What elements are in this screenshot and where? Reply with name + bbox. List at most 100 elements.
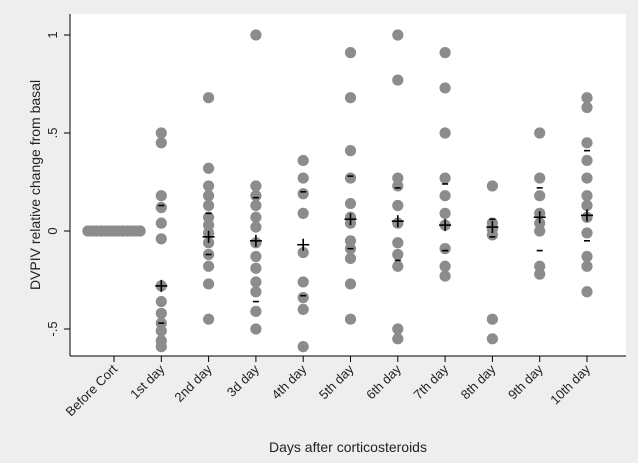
- data-point: [486, 333, 498, 345]
- data-point: [250, 29, 262, 41]
- data-point: [250, 221, 262, 233]
- data-point: [392, 29, 404, 41]
- data-point: [534, 225, 546, 237]
- data-point: [392, 248, 404, 261]
- data-point: [297, 341, 309, 353]
- data-point: [344, 313, 357, 325]
- data-point: [155, 127, 167, 139]
- data-point: [155, 325, 167, 337]
- data-point: [392, 180, 404, 192]
- data-point: [534, 260, 546, 272]
- data-point: [155, 201, 167, 214]
- y-tick-label: 0: [45, 227, 60, 234]
- data-point: [392, 333, 404, 345]
- data-point: [581, 199, 593, 212]
- data-point: [344, 145, 357, 157]
- data-point: [344, 47, 357, 59]
- data-point: [250, 276, 262, 288]
- data-point: [203, 190, 215, 202]
- data-point: [203, 219, 215, 231]
- data-point: [439, 243, 451, 255]
- data-point: [534, 127, 546, 139]
- summary-marks: [155, 149, 593, 324]
- data-point: [297, 154, 309, 167]
- data-point: [581, 286, 593, 298]
- data-point: [155, 217, 167, 229]
- data-point: [134, 225, 146, 237]
- data-point: [439, 82, 451, 94]
- y-tick-label: -.5: [45, 321, 60, 336]
- data-point: [534, 268, 546, 280]
- data-point: [250, 180, 262, 192]
- data-point: [297, 207, 309, 219]
- data-point: [439, 127, 451, 139]
- data-point: [155, 341, 167, 353]
- data-point: [439, 190, 451, 202]
- data-point: [392, 172, 404, 184]
- data-point: [581, 260, 593, 272]
- data-point: [155, 233, 167, 245]
- data-point: [344, 252, 357, 265]
- data-point: [439, 260, 451, 272]
- data-point: [581, 250, 593, 263]
- data-point: [297, 292, 309, 304]
- data-point: [250, 286, 262, 298]
- data-point: [392, 260, 404, 272]
- data-point: [203, 278, 215, 290]
- data-point: [439, 207, 451, 219]
- data-point: [392, 323, 404, 335]
- data-point: [486, 313, 498, 325]
- data-point: [297, 188, 309, 200]
- data-point: [486, 180, 498, 192]
- data-point: [250, 199, 262, 212]
- data-point: [203, 162, 215, 174]
- data-point: [250, 305, 262, 317]
- data-point: [155, 295, 167, 308]
- data-point: [344, 235, 357, 247]
- data-point: [581, 92, 593, 104]
- data-point: [250, 250, 262, 263]
- data-point: [581, 154, 593, 167]
- plot-area: [70, 14, 626, 356]
- y-tick-label: .5: [45, 128, 60, 139]
- data-point: [155, 190, 167, 202]
- data-point: [250, 262, 262, 274]
- data-point: [344, 92, 357, 104]
- data-point: [344, 197, 357, 210]
- data-point: [203, 180, 215, 192]
- data-point: [486, 229, 498, 241]
- data-points: [82, 29, 593, 353]
- data-point: [203, 260, 215, 272]
- data-point: [392, 237, 404, 249]
- data-point: [155, 137, 167, 149]
- data-point: [297, 246, 309, 259]
- data-point: [203, 199, 215, 212]
- data-point: [344, 278, 357, 290]
- data-point: [203, 92, 215, 104]
- data-point: [439, 270, 451, 282]
- data-point: [581, 190, 593, 202]
- data-point: [581, 227, 593, 239]
- y-tick-label: 1: [45, 31, 60, 38]
- data-point: [250, 190, 262, 202]
- data-point: [581, 137, 593, 149]
- data-point: [250, 323, 262, 335]
- data-point: [534, 190, 546, 202]
- data-point: [534, 172, 546, 184]
- y-axis: 1 .5 0 -.5: [45, 14, 71, 356]
- data-point: [344, 172, 357, 184]
- data-point: [297, 303, 309, 315]
- data-point: [392, 199, 404, 212]
- data-point: [297, 172, 309, 184]
- data-point: [250, 211, 262, 223]
- data-point: [203, 211, 215, 223]
- data-point: [392, 74, 404, 86]
- data-point: [581, 101, 593, 114]
- data-point: [155, 307, 167, 319]
- data-point: [581, 172, 593, 184]
- data-point: [439, 172, 451, 184]
- data-point: [203, 313, 215, 325]
- x-axis-title: Days after corticosteroids: [269, 439, 427, 455]
- data-point: [297, 276, 309, 288]
